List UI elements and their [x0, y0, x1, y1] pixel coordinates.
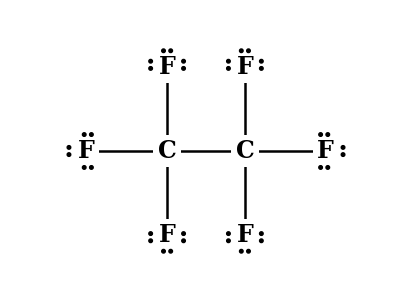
- Circle shape: [182, 232, 185, 235]
- Circle shape: [247, 49, 250, 53]
- Text: F: F: [159, 223, 176, 247]
- Circle shape: [149, 239, 152, 243]
- Circle shape: [149, 67, 152, 70]
- Circle shape: [149, 59, 152, 63]
- Text: F: F: [236, 55, 253, 79]
- Text: F: F: [78, 139, 95, 163]
- Circle shape: [260, 59, 263, 63]
- Circle shape: [162, 249, 165, 253]
- Circle shape: [239, 49, 243, 53]
- Text: C: C: [236, 139, 254, 163]
- Circle shape: [260, 239, 263, 243]
- Circle shape: [89, 166, 93, 169]
- Circle shape: [67, 153, 71, 156]
- Circle shape: [239, 249, 243, 253]
- Circle shape: [82, 166, 86, 169]
- Circle shape: [326, 133, 330, 136]
- Circle shape: [149, 232, 152, 235]
- Circle shape: [182, 67, 185, 70]
- Circle shape: [227, 232, 230, 235]
- Circle shape: [182, 239, 185, 243]
- Circle shape: [227, 67, 230, 70]
- Text: F: F: [317, 139, 334, 163]
- Circle shape: [227, 59, 230, 63]
- Circle shape: [182, 59, 185, 63]
- Circle shape: [67, 146, 71, 149]
- Circle shape: [341, 153, 345, 156]
- Text: C: C: [158, 139, 176, 163]
- Circle shape: [341, 146, 345, 149]
- Circle shape: [169, 49, 173, 53]
- Circle shape: [82, 133, 86, 136]
- Circle shape: [319, 166, 323, 169]
- Text: F: F: [159, 55, 176, 79]
- Circle shape: [260, 67, 263, 70]
- Circle shape: [162, 49, 165, 53]
- Circle shape: [89, 133, 93, 136]
- Circle shape: [260, 232, 263, 235]
- Circle shape: [247, 249, 250, 253]
- Text: F: F: [236, 223, 253, 247]
- Circle shape: [227, 239, 230, 243]
- Circle shape: [169, 249, 173, 253]
- Circle shape: [326, 166, 330, 169]
- Circle shape: [319, 133, 323, 136]
